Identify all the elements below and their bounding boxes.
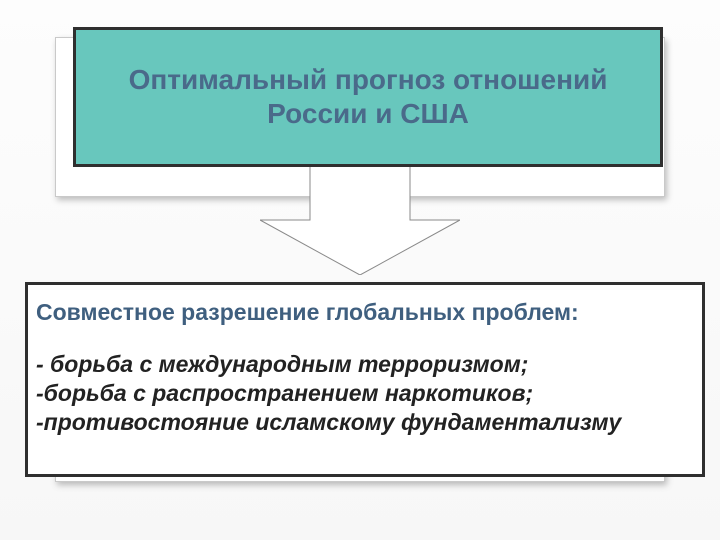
content-heading: Совместное разрешение глобальных проблем… (36, 299, 692, 326)
bullet-item: - борьба с международным терроризмом; (36, 350, 692, 379)
content-box: Совместное разрешение глобальных проблем… (25, 282, 705, 477)
slide: Оптимальный прогноз отношений России и С… (0, 0, 720, 540)
down-arrow-icon (260, 165, 460, 275)
bullet-item: -противостояние исламскому фундаментализ… (36, 408, 692, 437)
title-box: Оптимальный прогноз отношений России и С… (73, 27, 663, 167)
bullet-item: -борьба с распространением наркотиков; (36, 379, 692, 408)
